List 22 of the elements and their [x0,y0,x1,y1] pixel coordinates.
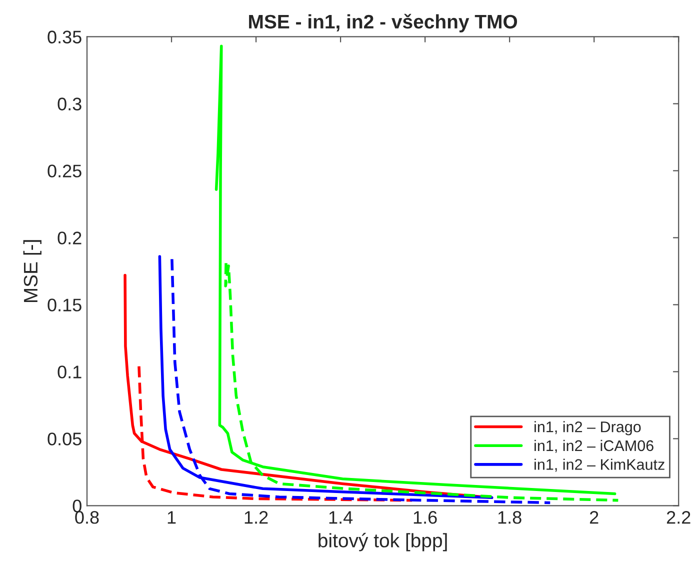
y-tick-label: 0.35 [48,30,82,44]
x-tick-label: 1.6 [414,511,437,524]
x-tick-label: 1 [168,511,176,524]
x-tick-label: 1.2 [244,511,268,524]
x-tick-label: 2 [590,511,598,524]
y-tick-label: 0.1 [58,366,82,378]
y-tick-label: 0.3 [58,98,82,110]
y-axis-title: MSE [-] [23,240,42,302]
chart-title: MSE - in1, in2 - všechny TMO [249,14,518,32]
x-tick-label: 1.4 [329,511,353,524]
legend-label: in1, in2 – iCAM06 [534,440,654,453]
x-tick-label: 0.8 [75,511,99,524]
x-tick-label: 2.2 [666,511,690,524]
y-tick-label: 0 [72,500,82,512]
x-axis-title: bitový tok [bpp] [318,532,447,552]
y-tick-label: 0.15 [48,298,82,312]
legend-label: in1, in2 – KimKautz [534,458,664,472]
x-tick-label: 1.8 [498,511,522,524]
y-tick-label: 0.05 [48,432,82,446]
y-tick-label: 0.2 [58,232,82,244]
y-tick-label: 0.25 [48,164,82,178]
legend-label: in1, in2 – Drago [534,421,641,436]
